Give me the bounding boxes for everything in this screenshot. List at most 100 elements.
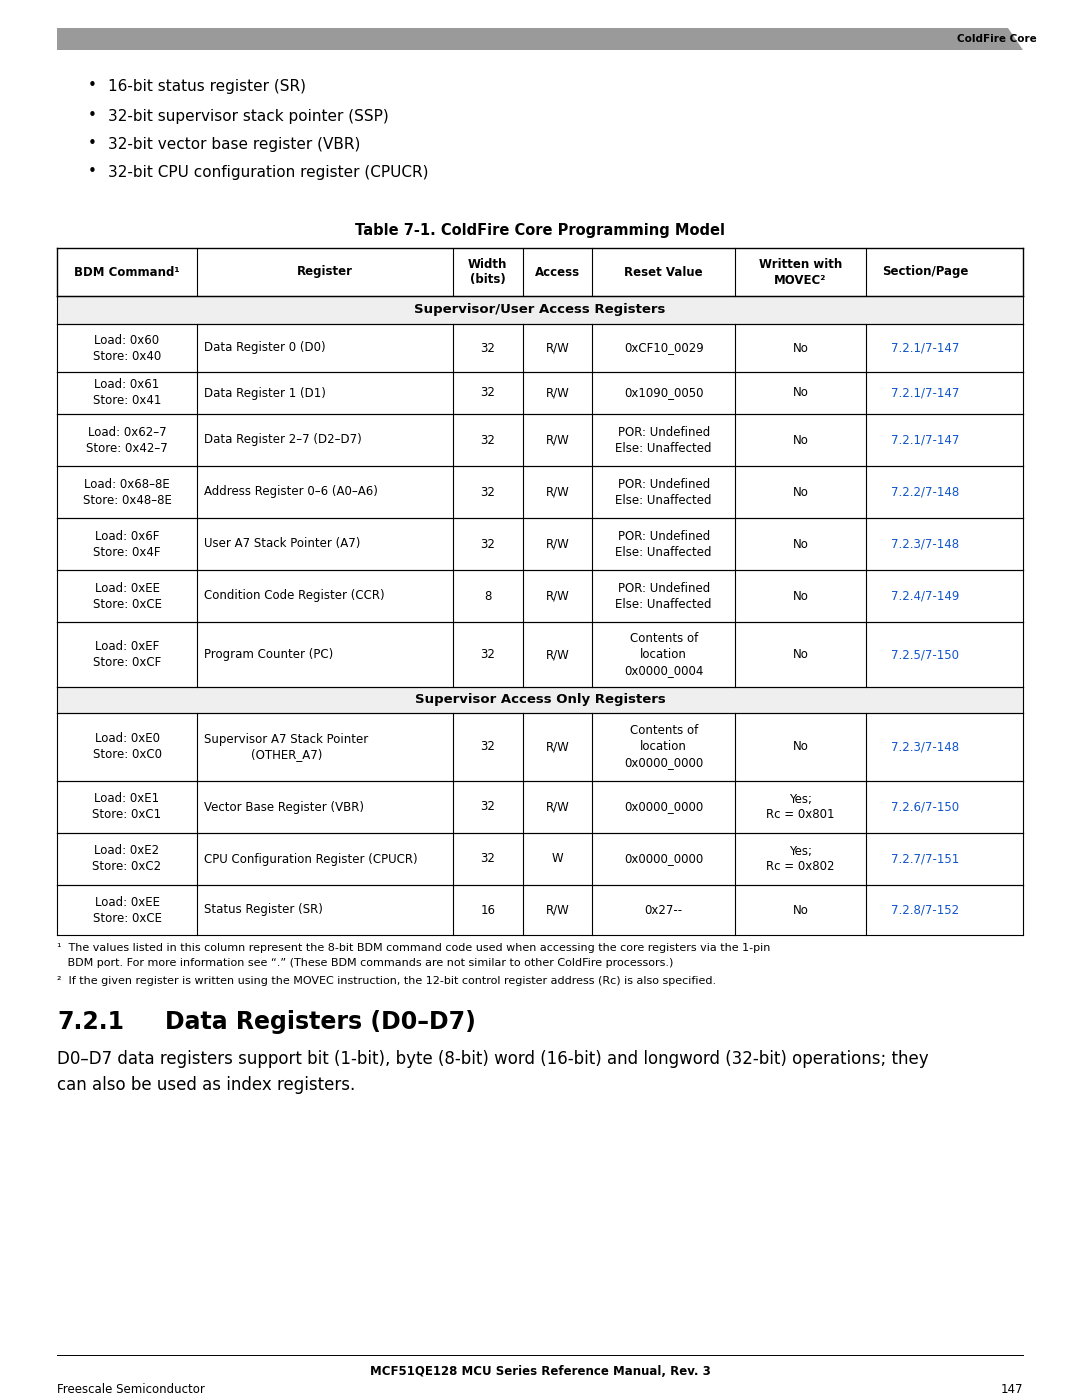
Text: Supervisor/User Access Registers: Supervisor/User Access Registers	[415, 303, 665, 317]
Text: W: W	[552, 852, 563, 866]
Text: Yes;
Rc = 0x801: Yes; Rc = 0x801	[766, 792, 835, 821]
Text: MCF51QE128 MCU Series Reference Manual, Rev. 3: MCF51QE128 MCU Series Reference Manual, …	[369, 1365, 711, 1377]
Text: R/W: R/W	[545, 740, 569, 753]
Text: No: No	[793, 740, 808, 753]
Text: 7.2.8/7-152: 7.2.8/7-152	[891, 904, 959, 916]
Text: 0x1090_0050: 0x1090_0050	[624, 387, 703, 400]
Text: can also be used as index registers.: can also be used as index registers.	[57, 1076, 355, 1094]
Text: POR: Undefined
Else: Unaffected: POR: Undefined Else: Unaffected	[616, 478, 712, 507]
Text: 32: 32	[481, 538, 496, 550]
Text: No: No	[793, 433, 808, 447]
Text: 7.2.7/7-151: 7.2.7/7-151	[891, 852, 959, 866]
Text: No: No	[793, 590, 808, 602]
Text: Data Register 0 (D0): Data Register 0 (D0)	[204, 341, 326, 355]
Text: Program Counter (PC): Program Counter (PC)	[204, 648, 334, 661]
Text: 7.2.1/7-147: 7.2.1/7-147	[891, 387, 959, 400]
Text: Load: 0x60
Store: 0x40: Load: 0x60 Store: 0x40	[93, 334, 161, 362]
Text: Status Register (SR): Status Register (SR)	[204, 904, 323, 916]
Text: Address Register 0–6 (A0–A6): Address Register 0–6 (A0–A6)	[204, 486, 378, 499]
Text: Reset Value: Reset Value	[624, 265, 703, 278]
Polygon shape	[57, 28, 1023, 50]
Text: Data Registers (D0–D7): Data Registers (D0–D7)	[165, 1010, 476, 1034]
Text: R/W: R/W	[545, 800, 569, 813]
Text: R/W: R/W	[545, 387, 569, 400]
Bar	[57, 296, 1023, 324]
Text: 8: 8	[484, 590, 491, 602]
Text: Contents of
location
0x0000_0000: Contents of location 0x0000_0000	[624, 725, 703, 770]
Text: Access: Access	[535, 265, 580, 278]
Text: Yes;
Rc = 0x802: Yes; Rc = 0x802	[766, 845, 835, 873]
Text: 16: 16	[481, 904, 496, 916]
Text: R/W: R/W	[545, 538, 569, 550]
Text: BDM port. For more information see “.” (These BDM commands are not similar to ot: BDM port. For more information see “.” (…	[57, 958, 673, 968]
Text: 32: 32	[481, 387, 496, 400]
Text: Load: 0x61
Store: 0x41: Load: 0x61 Store: 0x41	[93, 379, 161, 408]
Text: 32: 32	[481, 800, 496, 813]
Text: Load: 0x68–8E
Store: 0x48–8E: Load: 0x68–8E Store: 0x48–8E	[82, 478, 172, 507]
Text: No: No	[793, 387, 808, 400]
Text: •: •	[87, 137, 97, 151]
Text: Load: 0x6F
Store: 0x4F: Load: 0x6F Store: 0x4F	[93, 529, 161, 559]
Text: POR: Undefined
Else: Unaffected: POR: Undefined Else: Unaffected	[616, 529, 712, 559]
Text: R/W: R/W	[545, 486, 569, 499]
Text: 32: 32	[481, 740, 496, 753]
Text: No: No	[793, 648, 808, 661]
Text: Load: 0xE1
Store: 0xC1: Load: 0xE1 Store: 0xC1	[93, 792, 162, 821]
Text: Contents of
location
0x0000_0004: Contents of location 0x0000_0004	[624, 631, 703, 678]
Text: ²  If the given register is written using the MOVEC instruction, the 12-bit cont: ² If the given register is written using…	[57, 977, 716, 986]
Text: Load: 0xE2
Store: 0xC2: Load: 0xE2 Store: 0xC2	[93, 845, 162, 873]
Text: Table 7-1. ColdFire Core Programming Model: Table 7-1. ColdFire Core Programming Mod…	[355, 224, 725, 237]
Text: Register: Register	[297, 265, 353, 278]
Text: 16-bit status register (SR): 16-bit status register (SR)	[108, 78, 306, 94]
Text: Load: 0xEF
Store: 0xCF: Load: 0xEF Store: 0xCF	[93, 640, 161, 669]
Text: ¹  The values listed in this column represent the 8-bit BDM command code used wh: ¹ The values listed in this column repre…	[57, 943, 770, 953]
Text: R/W: R/W	[545, 433, 569, 447]
Text: Data Register 1 (D1): Data Register 1 (D1)	[204, 387, 326, 400]
Text: 0x0000_0000: 0x0000_0000	[624, 800, 703, 813]
Text: •: •	[87, 165, 97, 179]
Text: 0x0000_0000: 0x0000_0000	[624, 852, 703, 866]
Text: 32-bit vector base register (VBR): 32-bit vector base register (VBR)	[108, 137, 361, 151]
Text: CPU Configuration Register (CPUCR): CPU Configuration Register (CPUCR)	[204, 852, 418, 866]
Text: 32-bit CPU configuration register (CPUCR): 32-bit CPU configuration register (CPUCR…	[108, 165, 429, 179]
Text: R/W: R/W	[545, 904, 569, 916]
Text: 32: 32	[481, 433, 496, 447]
Text: 7.2.6/7-150: 7.2.6/7-150	[891, 800, 959, 813]
Text: R/W: R/W	[545, 590, 569, 602]
Text: No: No	[793, 904, 808, 916]
Text: 0xCF10_0029: 0xCF10_0029	[624, 341, 703, 355]
Text: 7.2.1: 7.2.1	[57, 1010, 124, 1034]
Text: BDM Command¹: BDM Command¹	[75, 265, 179, 278]
Text: •: •	[87, 109, 97, 123]
Text: Load: 0x62–7
Store: 0x42–7: Load: 0x62–7 Store: 0x42–7	[86, 426, 167, 454]
Text: Freescale Semiconductor: Freescale Semiconductor	[57, 1383, 205, 1396]
Text: No: No	[793, 538, 808, 550]
Text: 32: 32	[481, 486, 496, 499]
Text: POR: Undefined
Else: Unaffected: POR: Undefined Else: Unaffected	[616, 426, 712, 454]
Text: •: •	[87, 78, 97, 94]
Text: Supervisor Access Only Registers: Supervisor Access Only Registers	[415, 693, 665, 707]
Text: 7.2.3/7-148: 7.2.3/7-148	[891, 538, 959, 550]
Text: 7.2.2/7-148: 7.2.2/7-148	[891, 486, 959, 499]
Text: Load: 0xE0
Store: 0xC0: Load: 0xE0 Store: 0xC0	[93, 732, 162, 761]
Text: Supervisor A7 Stack Pointer
(OTHER_A7): Supervisor A7 Stack Pointer (OTHER_A7)	[204, 732, 368, 761]
Text: 32: 32	[481, 648, 496, 661]
Text: Load: 0xEE
Store: 0xCE: Load: 0xEE Store: 0xCE	[93, 581, 162, 610]
Text: No: No	[793, 341, 808, 355]
Text: ColdFire Core: ColdFire Core	[957, 34, 1037, 43]
Text: 7.2.1/7-147: 7.2.1/7-147	[891, 341, 959, 355]
Text: Data Register 2–7 (D2–D7): Data Register 2–7 (D2–D7)	[204, 433, 362, 447]
Text: 32: 32	[481, 852, 496, 866]
Text: 0x27--: 0x27--	[645, 904, 683, 916]
Text: 7.2.3/7-148: 7.2.3/7-148	[891, 740, 959, 753]
Text: 147: 147	[1000, 1383, 1023, 1396]
Text: D0–D7 data registers support bit (1-bit), byte (8-bit) word (16-bit) and longwor: D0–D7 data registers support bit (1-bit)…	[57, 1051, 929, 1067]
Text: POR: Undefined
Else: Unaffected: POR: Undefined Else: Unaffected	[616, 581, 712, 610]
Bar	[57, 687, 1023, 712]
Text: 32: 32	[481, 341, 496, 355]
Text: 7.2.1/7-147: 7.2.1/7-147	[891, 433, 959, 447]
Text: 7.2.5/7-150: 7.2.5/7-150	[891, 648, 959, 661]
Text: User A7 Stack Pointer (A7): User A7 Stack Pointer (A7)	[204, 538, 361, 550]
Text: No: No	[793, 486, 808, 499]
Text: 32-bit supervisor stack pointer (SSP): 32-bit supervisor stack pointer (SSP)	[108, 109, 389, 123]
